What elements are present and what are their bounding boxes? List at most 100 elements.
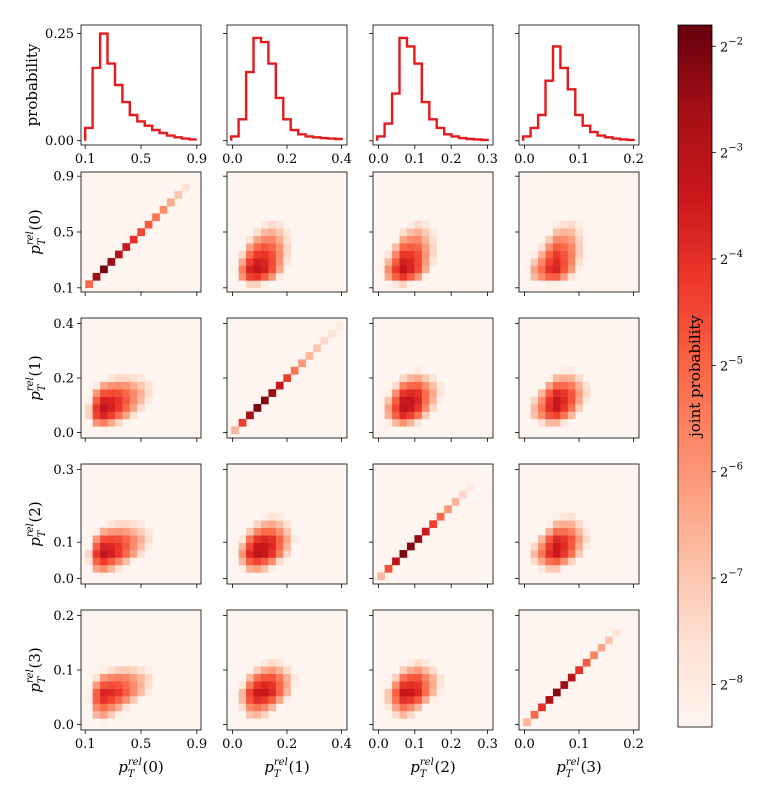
heatmap-cell: [567, 673, 576, 682]
heatmap-cell: [406, 396, 415, 405]
heatmap-cell: [399, 681, 408, 689]
heatmap-cell: [253, 235, 262, 244]
heatmap-cell: [552, 250, 561, 259]
heatmap-cell: [260, 557, 269, 566]
heatmap-cell: [268, 258, 277, 266]
heatmap-cell: [144, 381, 153, 390]
heatmap-cell: [384, 564, 393, 573]
heatmap-cell: [552, 535, 561, 543]
heatmap-cell: [268, 243, 277, 251]
heatmap-cell: [414, 381, 423, 390]
y-axis-label: prelT(1): [25, 355, 48, 400]
heatmap-cell: [100, 718, 108, 727]
heatmap-cell: [567, 512, 576, 521]
heatmap-cell: [545, 272, 554, 281]
heatmap-cell: [414, 404, 423, 412]
heatmap-cell: [85, 411, 93, 420]
heatmap-cell: [238, 564, 247, 573]
x-tick-label: 0.0: [514, 152, 535, 167]
histogram-panel: 0.0 0.1 0.2 0.3: [368, 24, 498, 167]
heatmap-cell: [429, 250, 438, 259]
heatmap-cell: [384, 688, 393, 697]
heatmap-cell: [268, 272, 277, 281]
heatmap-cell: [575, 520, 584, 529]
heatmap-cell: [545, 418, 554, 427]
heatmap-cell: [392, 389, 400, 397]
heatmap-cell: [421, 411, 430, 420]
heatmap-cell: [414, 658, 423, 667]
heatmap-cell: [414, 250, 423, 259]
heatmap-cell: [538, 265, 546, 274]
heatmap-cell: [92, 564, 101, 573]
heatmap-cell: [545, 696, 554, 704]
heatmap-cell: [552, 220, 561, 229]
heatmap-cell: [560, 265, 569, 274]
heatmap-cell: [560, 404, 569, 412]
heatmap-cell: [560, 542, 569, 551]
heatmap-cell: [122, 527, 131, 536]
heatmap-cell: [406, 681, 415, 689]
heatmap-cell: [575, 550, 584, 558]
heatmap-cell: [137, 688, 146, 697]
x-tick-label: 0.4: [331, 737, 352, 752]
heatmap-cell: [246, 235, 254, 244]
heatmap-cell: [122, 520, 131, 529]
heatmap-cell: [107, 564, 116, 573]
heatmap-cell: [246, 703, 254, 712]
heatmap-cell: [253, 265, 262, 274]
heatmap-cell: [107, 696, 116, 704]
heatmap-cell: [575, 396, 584, 405]
heatmap-cell: [92, 389, 101, 397]
heatmap-cell: [260, 250, 269, 259]
heatmap-cell: [268, 520, 277, 529]
heatmap-cell: [129, 381, 138, 390]
heatmap-cell: [582, 381, 591, 390]
heatmap-cell: [429, 235, 438, 244]
heatmap-cell: [100, 666, 108, 675]
heatmap-cell: [530, 265, 539, 274]
heatmap-cell: [305, 351, 314, 360]
heatmap-cell: [567, 527, 576, 536]
heatmap-cell: [268, 681, 277, 689]
heatmap-cell: [530, 550, 539, 558]
heatmap-cell: [567, 220, 576, 229]
heatmap-cell: [114, 557, 123, 566]
heatmap-cell: [246, 527, 254, 536]
heatmap-cell: [552, 418, 561, 427]
x-axis-label: prel T (2): [410, 757, 455, 780]
heatmap-cell: [129, 374, 138, 383]
heatmap-panel: [369, 317, 494, 442]
heatmap-cell: [414, 243, 423, 251]
heatmap-cell: [384, 418, 393, 427]
heatmap-cell: [392, 272, 400, 281]
heatmap-cell: [560, 243, 569, 251]
heatmap-cell: [122, 404, 131, 412]
heatmap-cell: [567, 520, 576, 529]
heatmap-cell: [231, 265, 239, 274]
heatmap-cell: [107, 681, 116, 689]
y-axis-label: prelT(3): [25, 647, 48, 692]
x-tick-label: 0.2: [441, 152, 462, 167]
heatmap-cell: [275, 512, 284, 521]
heatmap-cell: [260, 228, 269, 237]
heatmap-cell: [246, 696, 254, 704]
heatmap-cell: [253, 564, 262, 573]
heatmap-cell: [421, 688, 430, 697]
heatmap-cell: [275, 381, 284, 390]
heatmap-cell: [238, 265, 247, 274]
heatmap-cell: [275, 250, 284, 259]
heatmap-cell: [246, 673, 254, 682]
y-tick-label: 0.0: [53, 572, 74, 587]
heatmap-cell: [421, 228, 430, 237]
heatmap-cell: [122, 374, 131, 383]
x-tick-label: 0.2: [623, 152, 644, 167]
heatmap-cell: [122, 389, 131, 397]
heatmap-cell: [268, 527, 277, 536]
heatmap-cell: [421, 235, 430, 244]
heatmap-cell: [538, 404, 546, 412]
heatmap-cell: [567, 535, 576, 543]
heatmap-cell: [575, 228, 584, 237]
heatmap-cell: [560, 557, 569, 566]
y-tick-label: 0.4: [53, 317, 74, 332]
